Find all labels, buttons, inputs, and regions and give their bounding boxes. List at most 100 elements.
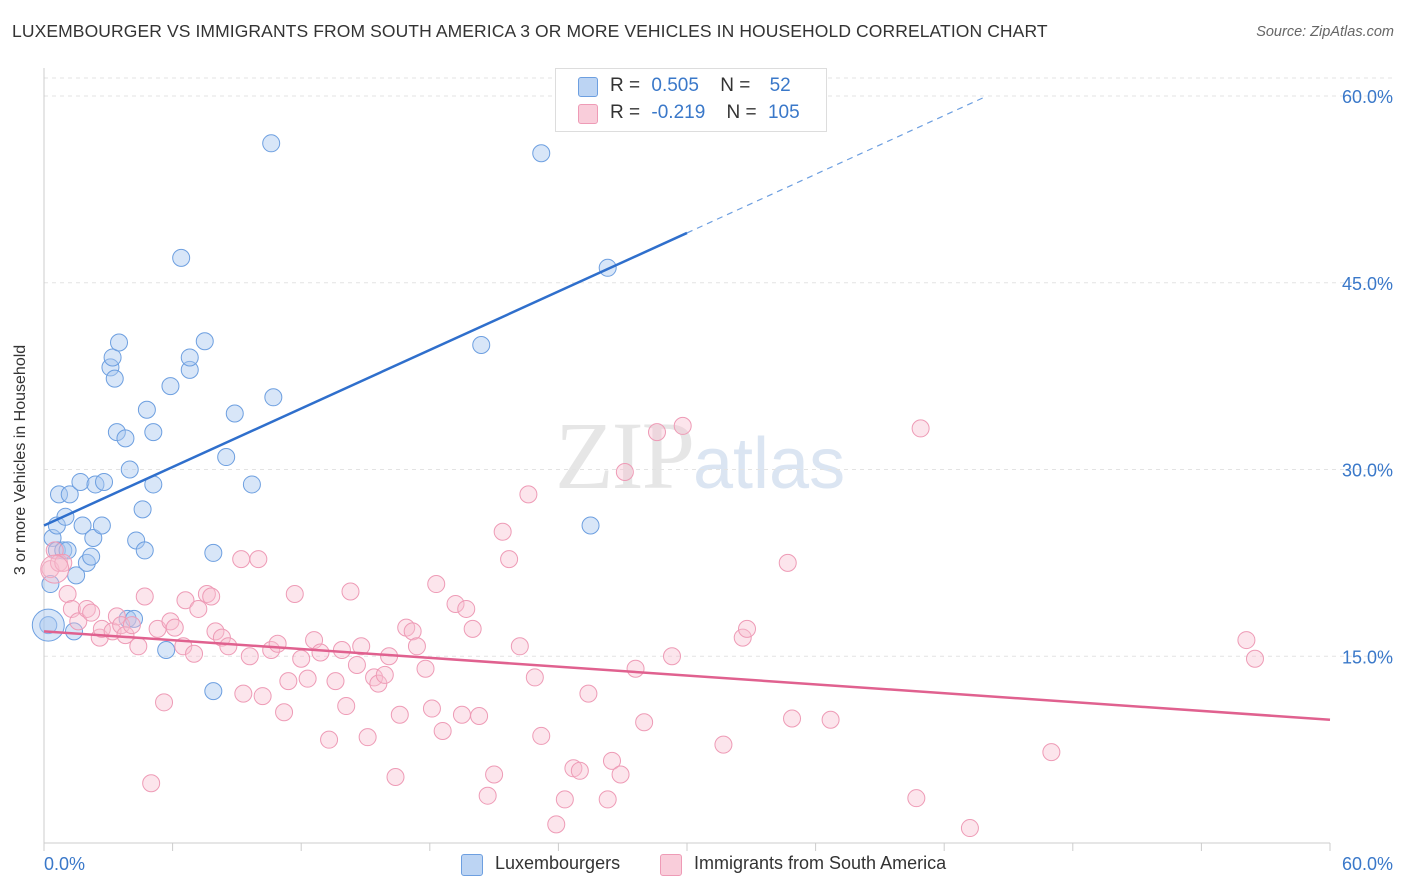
point-luxembourgers [82,547,101,566]
point-immigrants [116,626,135,645]
point-immigrants [547,815,566,834]
point-immigrants [219,637,238,656]
legend-r-label: R = [610,75,641,96]
point-immigrants [58,585,77,603]
point-immigrants [778,553,797,572]
point-immigrants [493,522,512,541]
point-immigrants [470,707,489,726]
point-immigrants [249,550,268,569]
point-luxembourgers [60,485,79,504]
point-luxembourgers [73,516,92,535]
point-immigrants [615,462,634,481]
point-immigrants [403,622,422,641]
chart-source: Source: ZipAtlas.com [1256,24,1394,40]
legend-swatch-luxembourgers [578,77,598,97]
point-immigrants [662,647,681,666]
point-luxembourgers [532,144,551,163]
point-luxembourgers [262,134,281,153]
point-immigrants [407,637,426,656]
point-immigrants [311,643,330,662]
point-luxembourgers [31,608,65,642]
point-immigrants [525,668,544,687]
point-immigrants [268,634,287,653]
point-immigrants [326,672,345,691]
point-immigrants [555,790,574,809]
point-immigrants [189,599,208,618]
point-immigrants [602,751,621,770]
point-immigrants [433,721,452,740]
x-tick-label: 60.0% [1342,854,1393,874]
point-immigrants [176,591,195,610]
point-immigrants [285,585,304,603]
point-luxembourgers [204,682,223,701]
point-luxembourgers [84,528,103,547]
point-luxembourgers [135,541,154,560]
legend-swatch-immigrants [578,104,598,124]
watermark-zip: ZIP [555,402,695,509]
y-axis-label: 3 or more Vehicles in Household [12,344,29,576]
point-immigrants [69,612,88,631]
point-immigrants [352,637,371,656]
point-immigrants [452,705,471,724]
point-luxembourgers [95,472,114,491]
point-immigrants [375,665,394,684]
point-immigrants [292,649,311,668]
legend-n-label: N = [720,75,751,96]
series-swatch-immigrants [660,854,682,876]
point-immigrants [821,710,840,729]
point-immigrants [332,641,351,660]
point-immigrants [165,618,184,637]
point-immigrants [427,575,446,594]
point-luxembourgers [161,377,180,396]
point-luxembourgers [172,248,191,267]
point-immigrants [341,582,360,601]
point-immigrants [275,703,294,722]
point-immigrants [202,587,221,606]
point-immigrants [446,594,465,613]
point-immigrants [358,728,377,747]
watermark-atlas: atlas [693,424,846,504]
point-immigrants [279,672,298,691]
point-immigrants [579,684,598,703]
point-immigrants [738,619,757,638]
point-luxembourgers [180,360,199,379]
point-luxembourgers [242,475,261,494]
point-immigrants [457,599,476,618]
point-luxembourgers [105,369,124,388]
point-immigrants [185,644,204,663]
point-immigrants [907,789,926,808]
point-luxembourgers [137,400,156,419]
point-immigrants [320,730,339,749]
legend-n-label: N = [726,102,757,123]
legend-r-value: 0.505 [651,75,699,96]
point-luxembourgers [180,348,199,367]
point-immigrants [129,637,148,656]
watermark: ZIPatlas [555,400,845,511]
point-luxembourgers [65,622,84,641]
point-immigrants [532,726,551,745]
point-immigrants [519,485,538,504]
point-luxembourgers [116,429,135,448]
correlation-legend: R = 0.505 N = 52 R = -0.219 N = 105 [555,68,827,132]
point-luxembourgers [103,348,122,367]
point-immigrants [570,761,589,780]
point-immigrants [733,628,752,647]
x-tick-label: 0.0% [44,854,85,874]
point-immigrants [155,693,174,712]
point-immigrants [1237,631,1256,650]
point-immigrants [142,774,161,793]
point-immigrants [40,554,70,584]
legend-r-label: R = [610,102,641,123]
point-immigrants [416,659,435,678]
series-legend: Luxembourgers Immigrants from South Amer… [0,852,1406,878]
point-immigrants [960,819,979,838]
point-luxembourgers [39,616,58,635]
point-luxembourgers [581,516,600,535]
series-label-luxembourgers: Luxembourgers [495,853,621,873]
point-immigrants [635,713,654,732]
point-immigrants [92,619,111,638]
point-immigrants [1042,743,1061,762]
point-immigrants [54,553,73,572]
point-immigrants [673,416,692,435]
